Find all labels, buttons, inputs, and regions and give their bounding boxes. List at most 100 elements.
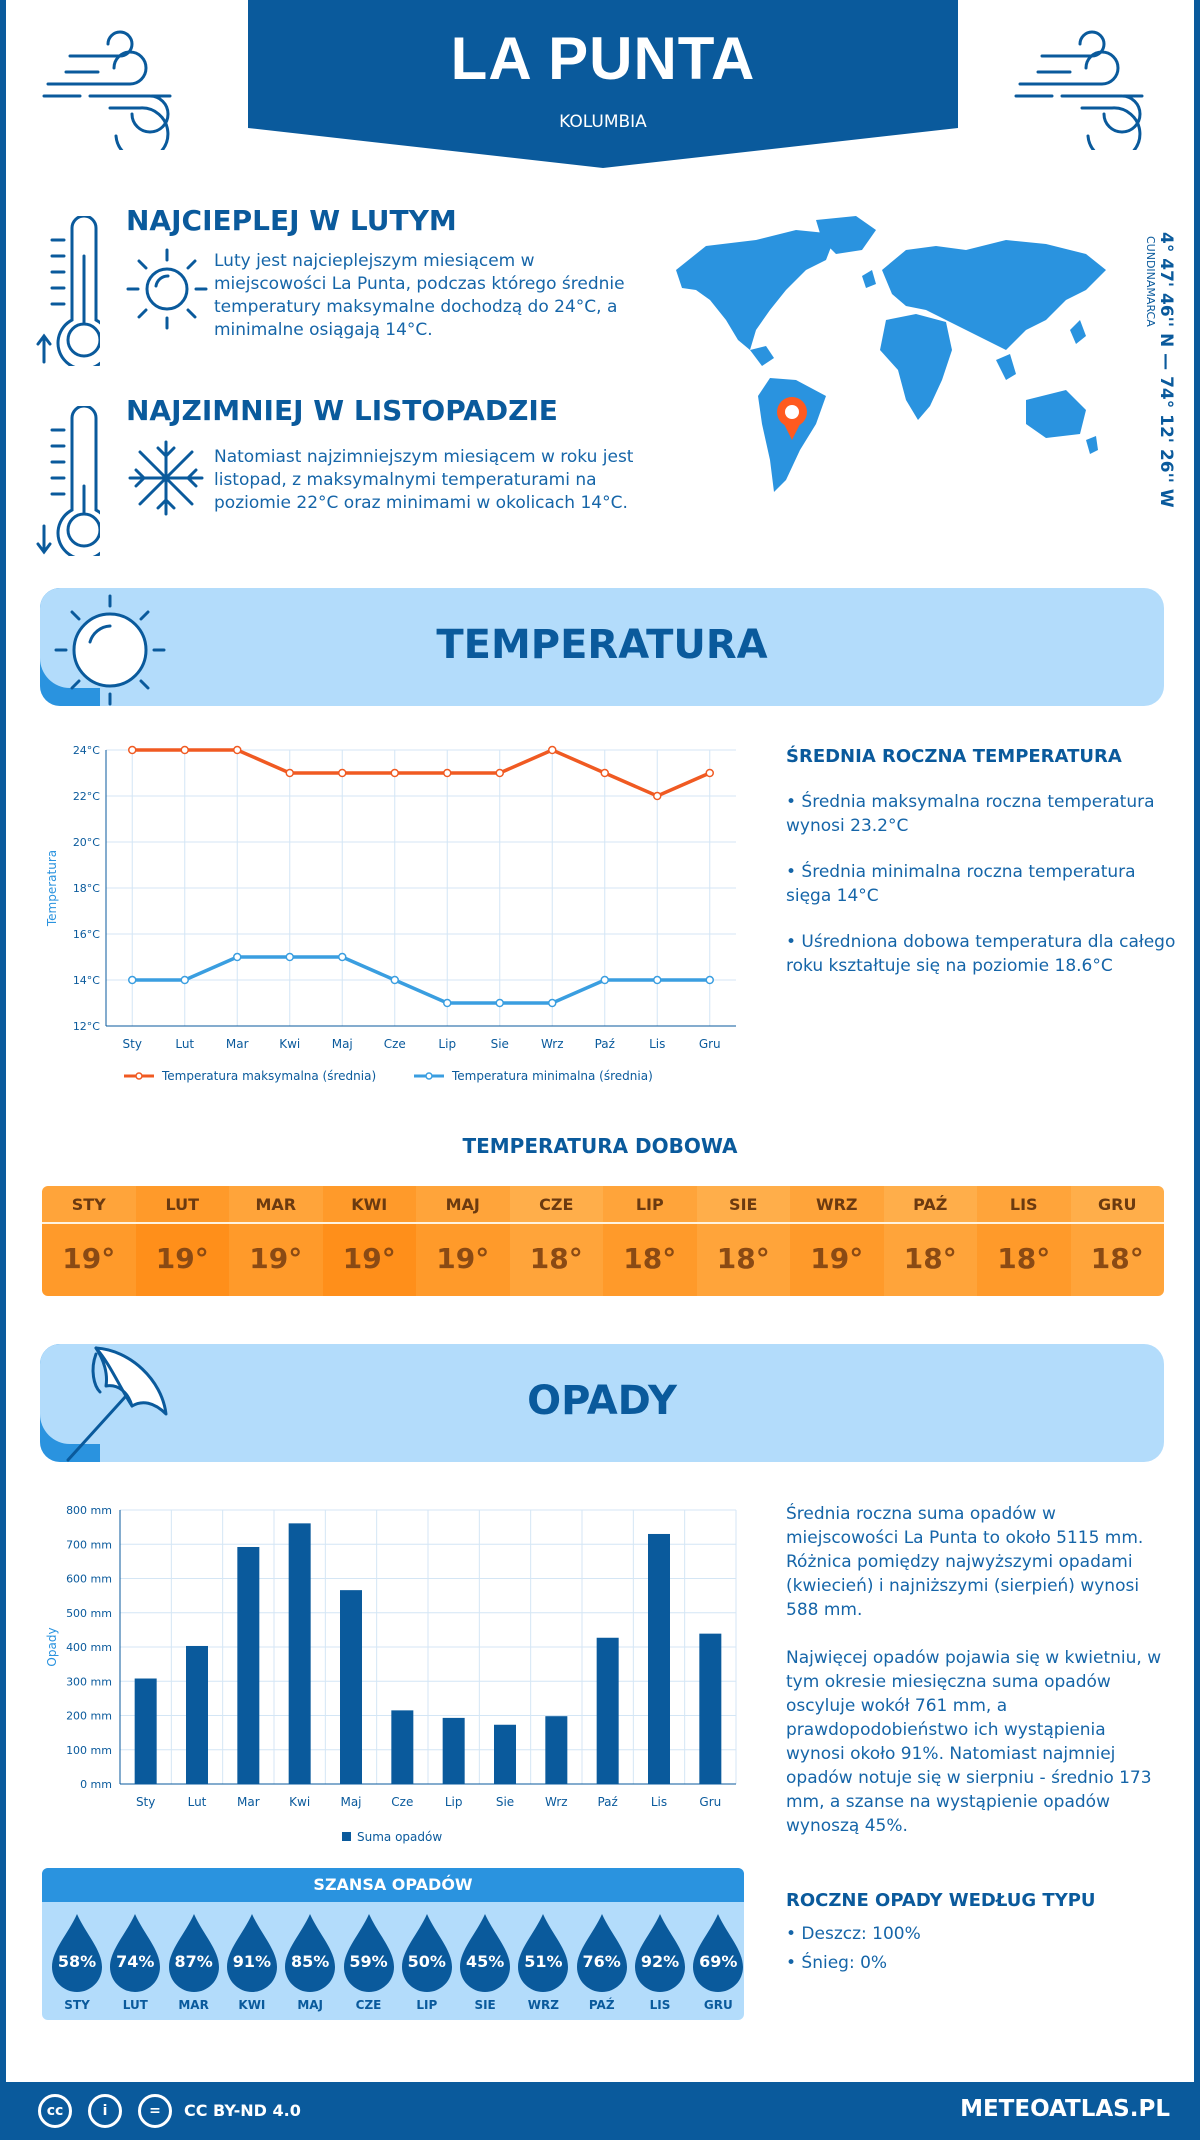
x-tick-label: Lip (438, 1037, 456, 1051)
data-point (600, 975, 609, 985)
thermometer-up-icon (36, 216, 100, 366)
data-point (338, 952, 347, 962)
legend-swatch (342, 1832, 351, 1841)
city-name: LA PUNTA (450, 25, 756, 92)
precip-chance-value: 76% (582, 1952, 621, 1971)
data-point (128, 745, 137, 755)
bar (340, 1590, 362, 1784)
site-link[interactable]: METEOATLAS.PL (960, 2096, 1170, 2122)
temperature-banner: TEMPERATURA (40, 588, 1164, 706)
daily-temp-table: STY 19° LUT 19° MAR 19° KWI 19° MAJ 19° CZE 18° LIP 1… (42, 1186, 1164, 1296)
coordinates: 4° 47' 46'' N — 74° 12' 26'' W CUNDINAMA… (1144, 232, 1182, 508)
raindrop-icon (576, 1914, 627, 1992)
daily-temp-month: LUT (135, 1186, 229, 1224)
daily-temp-column: KWI 19° (322, 1186, 416, 1296)
raindrop-icon (52, 1914, 102, 1992)
location-marker-icon (777, 397, 807, 440)
precip-chance-drop: 69% GRU (691, 1912, 744, 2012)
daily-temp-month: MAJ (416, 1186, 510, 1224)
y-tick-label: 18°C (73, 882, 100, 895)
bar (134, 1678, 157, 1784)
annual-temp-bullet-1: • Średnia maksymalna roczna temperatura … (786, 792, 1155, 836)
daily-temp-month: STY (42, 1186, 136, 1224)
precip-chance-drop: 76% PAŹ (575, 1912, 629, 2012)
y-tick-label: 400 mm (66, 1641, 112, 1654)
data-point (495, 768, 504, 778)
y-tick-label: 16°C (73, 928, 100, 941)
daily-temp-column: SIE 18° (696, 1186, 790, 1296)
x-tick-label: Lip (445, 1795, 463, 1809)
daily-temp-month: MAR (229, 1186, 323, 1224)
hottest-text: Luty jest najcieplejszym miesiącem w mie… (214, 251, 625, 340)
series-line (132, 748, 711, 798)
precip-chance-value: 85% (291, 1952, 330, 1971)
y-tick-label: 24°C (73, 744, 100, 757)
precip-chance-month: STY (64, 1998, 90, 2012)
daily-temp-column: MAJ 19° (416, 1186, 510, 1296)
precipitation-chart: 0 mm 100 mm 200 mm 300 mm 400 mm 500 mm 600 mm… (45, 1504, 737, 1844)
y-tick-label: 0 mm (80, 1778, 112, 1791)
precip-chance-value: 51% (524, 1952, 563, 1971)
daily-temp-column: MAR 19° (229, 1186, 323, 1296)
snowflake-icon (128, 440, 204, 516)
data-point (233, 745, 242, 755)
precip-chance-drop: 92% LIS (633, 1912, 687, 2012)
umbrella-rain-icon (66, 1346, 168, 1462)
bar (237, 1546, 260, 1784)
temperature-chart: 12°C 14°C 16°C 18°C 20°C 22°C 24°C Sty Lut Mar Kwi… (45, 744, 736, 1083)
legend-marker (135, 1072, 143, 1080)
y-tick-label: 14°C (73, 974, 100, 987)
country-name: KOLUMBIA (559, 112, 647, 132)
daily-temp-value: 18° (1070, 1224, 1164, 1296)
raindrop-icon (343, 1914, 394, 1992)
y-tick-label: 300 mm (66, 1675, 112, 1688)
x-tick-label: Sty (136, 1795, 155, 1809)
precip-chance-value: 69% (699, 1952, 738, 1971)
precip-chance-value: 45% (465, 1952, 505, 1971)
y-tick-label: 12°C (73, 1020, 100, 1033)
raindrop-icon (693, 1914, 744, 1992)
precip-chance-month: LIP (416, 1998, 438, 2012)
x-tick-label: Sty (123, 1037, 142, 1051)
bar (186, 1645, 208, 1784)
daily-temp-value: 19° (135, 1224, 229, 1296)
daily-temp-column: PAŹ 18° (883, 1186, 977, 1296)
precip-chance-month: PAŹ (588, 1998, 615, 2012)
x-tick-label: Lut (188, 1795, 207, 1809)
data-point (548, 998, 557, 1008)
wind-icon-right (1014, 30, 1144, 150)
raindrop-icon (168, 1914, 219, 1992)
data-point (390, 975, 399, 985)
raindrop-icon (460, 1914, 511, 1992)
raindrop-icon (226, 1914, 277, 1992)
y-tick-label: 500 mm (66, 1607, 112, 1620)
x-tick-label: Lis (651, 1795, 667, 1809)
bar (288, 1523, 311, 1784)
x-tick-label: Mar (237, 1795, 260, 1809)
header-banner: LA PUNTA KOLUMBIA (248, 0, 958, 168)
precip-chance-month: KWI (238, 1998, 266, 2012)
precip-chance-value: 92% (640, 1952, 680, 1971)
daily-temp-value: 19° (42, 1224, 136, 1296)
daily-temp-value: 18° (883, 1224, 977, 1296)
bar (545, 1716, 568, 1784)
x-tick-label: Maj (340, 1795, 361, 1809)
cc-icon: cc (38, 2094, 72, 2128)
daily-temp-column: LIS 18° (977, 1186, 1071, 1296)
daily-temp-month: WRZ (790, 1186, 884, 1224)
region-name: CUNDINAMARCA (1144, 236, 1157, 327)
precip-chance-value: 74% (116, 1952, 155, 1971)
page: LA PUNTA KOLUMBIA NAJCIEPLEJ W LUTYM Lut… (6, 0, 1194, 2082)
x-tick-label: Kwi (289, 1795, 310, 1809)
data-point (653, 791, 662, 801)
precip-detail-text: Najwięcej opadów pojawia się w kwietniu,… (786, 1648, 1162, 1836)
precip-chance-drop: 51% WRZ (516, 1912, 570, 2012)
hottest-title: NAJCIEPLEJ W LUTYM (126, 204, 457, 237)
attribution-icon: i (88, 2094, 122, 2128)
raindrop-icon (110, 1914, 161, 1992)
precip-chance-drop: 85% MAJ (283, 1912, 337, 2012)
daily-temp-month: LIS (977, 1186, 1071, 1224)
license-label[interactable]: CC BY-ND 4.0 (184, 2101, 301, 2120)
sun-icon (126, 248, 208, 330)
daily-temp-month: SIE (696, 1186, 790, 1224)
